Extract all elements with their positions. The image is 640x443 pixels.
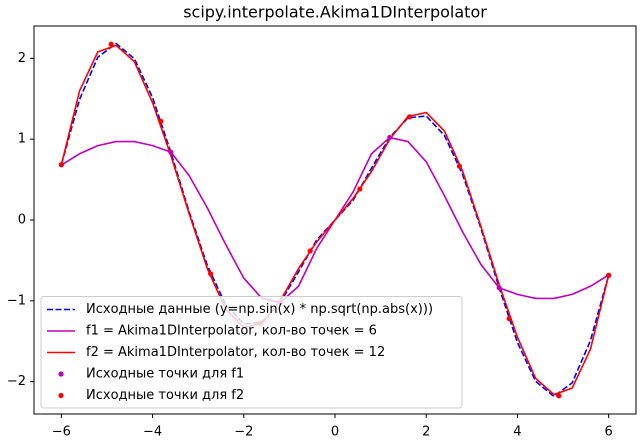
plot-frame xyxy=(33,25,637,415)
x-tick-label: 4 xyxy=(513,425,521,440)
point xyxy=(387,134,393,141)
point xyxy=(496,285,502,291)
point xyxy=(108,41,114,47)
point xyxy=(506,316,512,322)
y-tick-label: 1 xyxy=(18,132,26,147)
legend-label: Исходные точки для f2 xyxy=(86,388,244,403)
point xyxy=(407,114,413,120)
legend-label: f2 = Akima1DInterpolator, кол-во точек =… xyxy=(86,345,385,360)
y-tick-label: 2 xyxy=(18,51,26,66)
point xyxy=(208,271,214,277)
x-tick-label: −2 xyxy=(234,425,253,440)
point xyxy=(307,248,313,254)
legend-marker xyxy=(58,371,64,377)
legend-marker xyxy=(58,392,64,399)
y-tick-label: 0 xyxy=(18,213,26,228)
point xyxy=(58,162,64,168)
x-tick-label: −6 xyxy=(52,425,71,440)
legend-label: Исходные точки для f1 xyxy=(86,367,244,382)
x-tick-label: −4 xyxy=(143,425,162,440)
point xyxy=(456,163,462,169)
point xyxy=(556,393,562,399)
legend-label: Исходные данные (y=np.sin(x) * np.sqrt(n… xyxy=(86,302,433,317)
x-tick-label: 2 xyxy=(422,425,430,440)
y-tick-label: −1 xyxy=(7,293,26,308)
series-line xyxy=(60,44,610,396)
point xyxy=(357,186,363,192)
chart-title: scipy.interpolate.Akima1DInterpolator xyxy=(183,3,487,22)
x-tick-label: 6 xyxy=(604,425,612,440)
point xyxy=(158,118,164,124)
y-tick-label: −2 xyxy=(7,374,26,389)
point xyxy=(168,149,174,155)
x-tick-label: 0 xyxy=(331,425,339,440)
point xyxy=(606,272,612,278)
legend-label: f1 = Akima1DInterpolator, кол-во точек =… xyxy=(86,324,377,339)
legend-box xyxy=(40,296,463,409)
